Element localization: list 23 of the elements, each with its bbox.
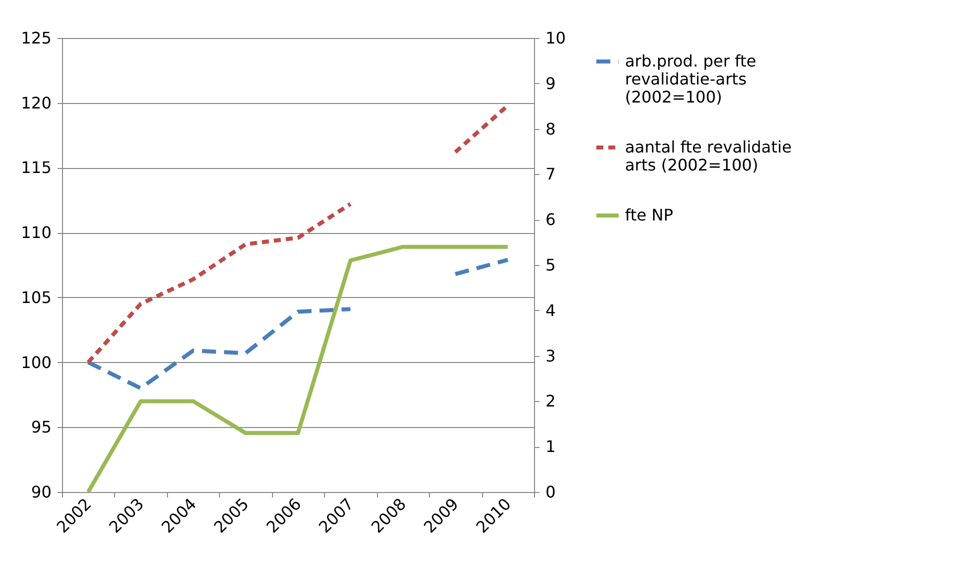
y2-tick-label: 1 xyxy=(546,437,556,456)
y2-tick-label: 10 xyxy=(546,28,566,48)
legend-label: arb.prod. per fte revalidatie-arts (2002=100) xyxy=(625,52,756,106)
legend-label: fte NP xyxy=(625,206,674,224)
y-tick-label: 105 xyxy=(20,288,52,307)
y-tick-label: 120 xyxy=(20,93,52,112)
y-tick-label: 125 xyxy=(20,28,52,48)
y2-tick-label: 4 xyxy=(546,300,556,320)
line-series xyxy=(86,244,510,494)
y-tick-label: 100 xyxy=(20,352,52,372)
y-tick-label: 115 xyxy=(20,158,52,178)
y2-tick-label: 2 xyxy=(546,392,556,411)
y2-tick-label: 5 xyxy=(546,256,556,274)
y2-tick-label: 3 xyxy=(546,346,556,366)
legend-label: aantal fte revalidatie arts (2002=100) xyxy=(625,138,792,174)
y-tick-label: 110 xyxy=(20,223,52,242)
y-tick-label: 95 xyxy=(31,418,52,437)
y2-tick-label: 8 xyxy=(546,119,556,138)
y2-tick-label: 0 xyxy=(546,482,556,502)
y2-tick-label: 9 xyxy=(546,74,556,93)
y-tick-label: 90 xyxy=(31,482,52,502)
y2-tick-label: 6 xyxy=(546,210,556,230)
y2-tick-label: 7 xyxy=(546,164,556,184)
